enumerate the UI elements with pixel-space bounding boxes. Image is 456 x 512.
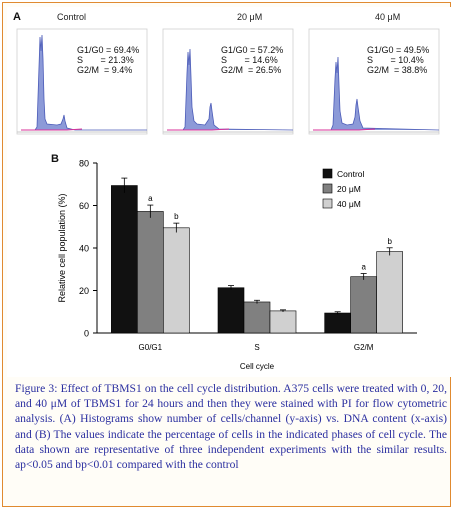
bar-G2M-0: [324, 312, 351, 334]
bar-S-0: [217, 287, 245, 334]
bar-G0G1-2: [163, 227, 190, 334]
x-tick-label: G2/M: [354, 343, 374, 352]
significance-label: b: [387, 237, 392, 246]
stats-control: G1/G0 = 69.4% S = 21.3% G2/M = 9.4%: [77, 45, 140, 75]
legend-label: Control: [337, 169, 365, 179]
histogram-curve: [167, 48, 294, 131]
stats-20um: G1/G0 = 57.2% S = 14.6% G2/M = 26.5%: [221, 45, 284, 75]
histogram-frame: [308, 28, 440, 135]
histogram-fit: [21, 128, 83, 131]
legend-label: 20 μM: [337, 184, 361, 194]
y-tick-label: 40: [79, 244, 89, 254]
histogram-40um: [308, 28, 440, 135]
histogram-fit: [313, 128, 376, 131]
significance-label: a: [148, 194, 153, 203]
significance-label: b: [174, 212, 179, 221]
histogram-curve: [313, 56, 440, 131]
histogram-fit: [167, 128, 230, 131]
hist-title-20um: 20 μM: [237, 12, 263, 22]
panel-a-letter: A: [13, 11, 21, 23]
legend-swatch: [322, 183, 333, 194]
y-axis-label: Relative cell population (%): [57, 193, 67, 302]
histogram-curve: [21, 34, 147, 131]
x-axis-label: Cell cycle: [240, 362, 275, 371]
figure-frame: A Control 20 μM 40 μM: [2, 2, 452, 507]
y-tick-label: 60: [79, 201, 89, 211]
figure-caption: Figure 3: Effect of TBMS1 on the cell cy…: [15, 382, 447, 472]
hist-title-control: Control: [57, 12, 87, 22]
histogram-panel: [16, 28, 440, 135]
stats-40um: G1/G0 = 49.5% S = 10.4% G2/M = 38.8%: [367, 45, 430, 75]
bar-G2M-2: [376, 251, 403, 334]
bar-G2M-1: [350, 276, 377, 334]
bar-S-2: [269, 310, 297, 334]
histogram-20um: [162, 28, 294, 135]
significance-label: a: [361, 263, 366, 272]
histogram-control: [16, 28, 148, 135]
legend-swatch: [322, 198, 333, 209]
legend-label: 40 μM: [337, 199, 361, 209]
hist-title-40um: 40 μM: [375, 12, 401, 22]
y-tick-label: 20: [79, 286, 89, 296]
x-tick-label: G0/G1: [139, 343, 163, 352]
figure-panel: A Control 20 μM 40 μM: [7, 7, 452, 377]
y-tick-label: 80: [79, 159, 89, 169]
bar-G0G1-1: [137, 211, 164, 334]
y-tick-label: 0: [84, 329, 89, 339]
histogram-frame: [162, 28, 294, 135]
panel-b-letter: B: [51, 153, 59, 165]
histogram-frame: [16, 28, 148, 135]
bar-chart: 0 20 40 60 80 Relative cell population (%) a b G…: [57, 159, 417, 371]
bar-G0G1-0: [111, 185, 138, 334]
x-tick-label: S: [254, 343, 259, 352]
legend-swatch: [322, 168, 333, 179]
bar-S-1: [243, 301, 271, 334]
